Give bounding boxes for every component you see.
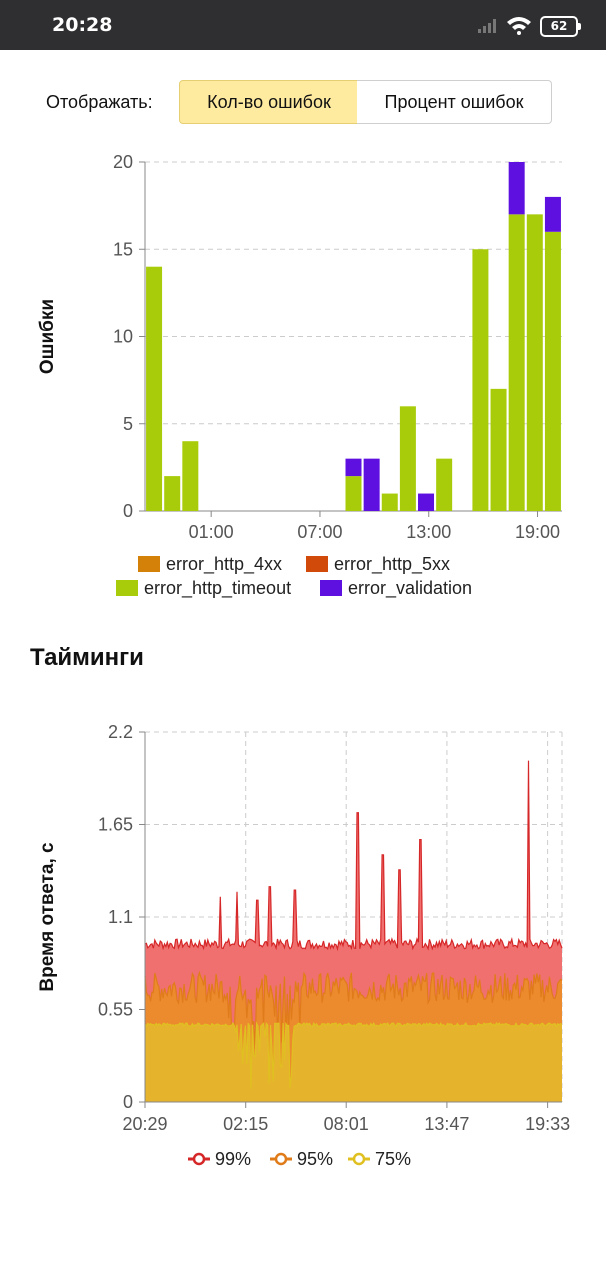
timings-title: Тайминги: [30, 644, 144, 671]
legend-marker-99%: [192, 1152, 206, 1166]
status-bar: 20:28 62: [0, 0, 606, 50]
x-tick-label: 08:01: [324, 1114, 369, 1134]
legend-label-75%: 75%: [375, 1149, 411, 1169]
legend-label-error_http_4xx: error_http_4xx: [166, 554, 282, 575]
legend-swatch-error_http_5xx: [306, 556, 328, 572]
bar-error_http_timeout: [381, 493, 398, 511]
battery-icon: 62: [540, 16, 581, 37]
p99-line: [144, 760, 563, 952]
x-tick-label: 19:33: [525, 1114, 570, 1134]
status-icons: 62: [478, 14, 581, 38]
errors-chart: 0 5 10 15 20 Ошибки 01:00 07:00 13:00 19:00 error_…: [37, 152, 562, 599]
y-tick-label: 2.2: [108, 722, 133, 742]
y-tick-label: 0: [123, 501, 133, 521]
legend-swatch-error_validation: [320, 580, 342, 596]
legend-marker-95%: [274, 1152, 288, 1166]
legend-label-error_validation: error_validation: [348, 578, 472, 599]
bar-error_http_timeout: [436, 458, 453, 511]
x-tick-label: 13:00: [406, 522, 451, 542]
bar-error_http_timeout: [490, 388, 507, 511]
p75-area: [145, 1023, 562, 1102]
p75-line: [144, 1021, 563, 1089]
legend-swatch-error_http_timeout: [116, 580, 138, 596]
legend-marker-75%: [352, 1152, 366, 1166]
bar-error_http_timeout: [508, 214, 525, 511]
percent-errors-button[interactable]: Процент ошибок: [357, 80, 552, 124]
x-tick-label: 02:15: [223, 1114, 268, 1134]
p95-line: [144, 970, 563, 1050]
bar-error_http_timeout: [164, 476, 181, 511]
bar-error_http_timeout: [472, 249, 489, 511]
y-tick-label: 1.1: [108, 907, 133, 927]
x-tick-label: 01:00: [189, 522, 234, 542]
x-tick-label: 20:29: [122, 1114, 167, 1134]
y-axis-label: Ошибки: [37, 299, 58, 374]
bar-error_validation: [508, 162, 525, 215]
bar-error_http_timeout: [345, 476, 362, 511]
bar-error_http_timeout: [544, 231, 561, 512]
y-tick-label: 5: [123, 414, 133, 434]
y-tick-label: 1.65: [98, 815, 133, 835]
count-errors-button[interactable]: Кол-во ошибок: [179, 80, 359, 124]
bar-error_validation: [418, 493, 435, 511]
signal-icon: [478, 19, 496, 33]
x-tick-label: 13:47: [424, 1114, 469, 1134]
legend-label-error_http_5xx: error_http_5xx: [334, 554, 450, 575]
bar-error_http_timeout: [526, 214, 543, 511]
legend-label-error_http_timeout: error_http_timeout: [144, 578, 291, 599]
legend-swatch-error_http_4xx: [138, 556, 160, 572]
y-axis-label: Время ответа, с: [37, 842, 58, 992]
x-tick-label: 19:00: [515, 522, 560, 542]
bar-error_validation: [544, 196, 561, 232]
bar-error_http_timeout: [399, 406, 416, 511]
wifi-icon: [507, 17, 531, 35]
timings-chart: 0 0.55 1.1 1.65 2.2 Время ответа, с 20:29 02:15…: [37, 722, 570, 1169]
y-tick-label: 20: [113, 152, 133, 172]
legend-label-99%: 99%: [215, 1149, 251, 1169]
y-tick-label: 15: [113, 239, 133, 259]
bar-error_validation: [345, 458, 362, 477]
y-tick-label: 0.55: [98, 1000, 133, 1020]
legend-label-95%: 95%: [297, 1149, 333, 1169]
bar-error_http_timeout: [182, 441, 199, 511]
status-time: 20:28: [52, 14, 113, 36]
y-tick-label: 0: [123, 1092, 133, 1112]
bar-error_validation: [363, 458, 380, 511]
display-label: Отображать:: [46, 92, 153, 112]
bar-error_http_timeout: [146, 266, 163, 511]
y-tick-label: 10: [113, 327, 133, 347]
x-tick-label: 07:00: [297, 522, 342, 542]
